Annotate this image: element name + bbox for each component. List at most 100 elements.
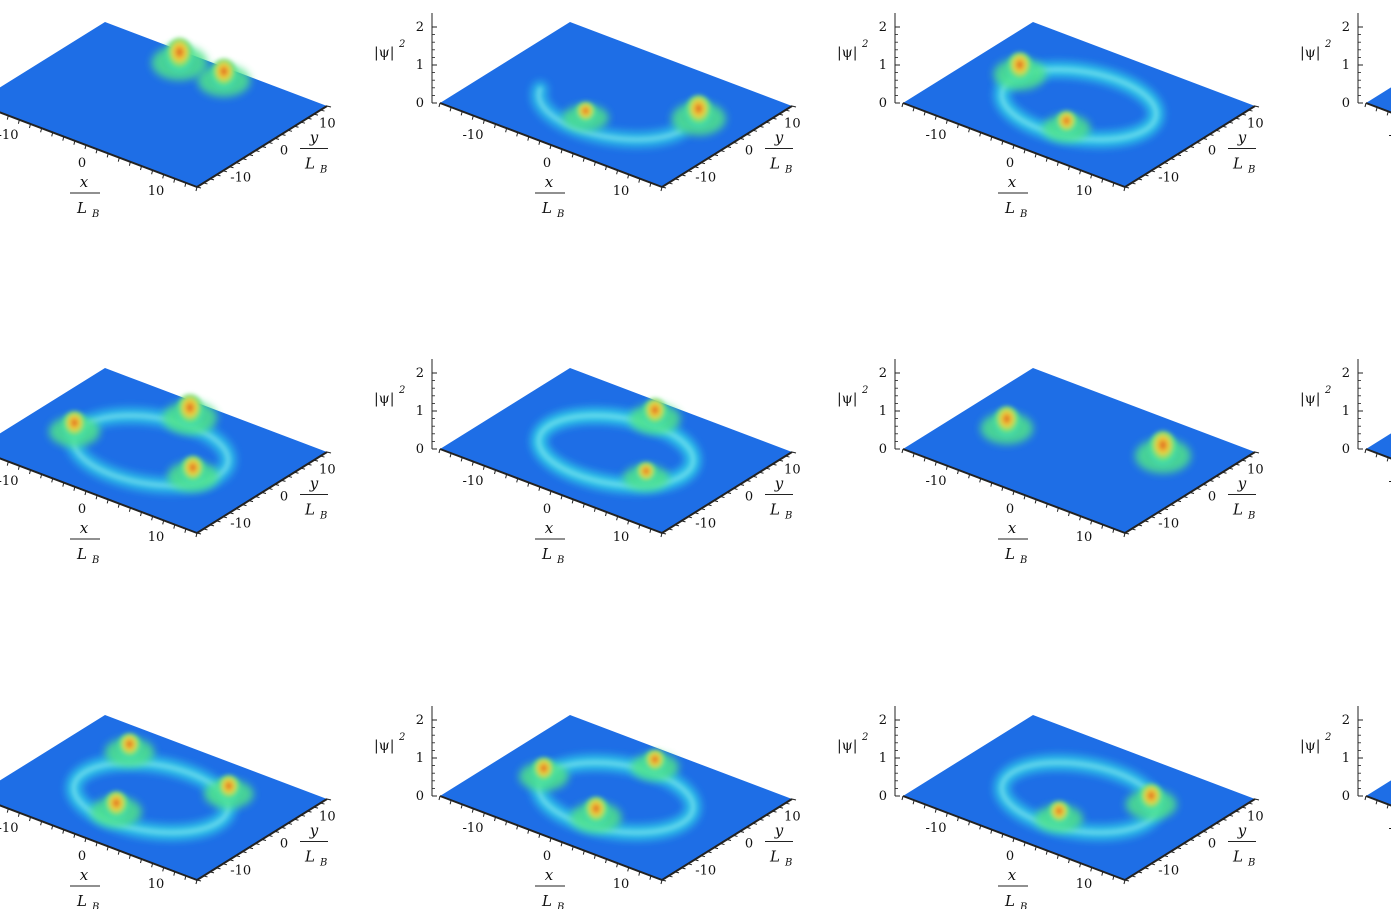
x-minor-tick (438, 795, 441, 801)
x-tick-label: 0 (543, 849, 551, 864)
y-minor-tick (294, 125, 299, 128)
x-minor-tick (957, 123, 959, 129)
y-minor-tick (209, 178, 215, 181)
y-minor-tick (785, 109, 790, 112)
y-minor-tick (746, 133, 751, 136)
z-tick-label: 1 (879, 404, 887, 419)
density-peak (635, 461, 657, 485)
x-minor-tick (1023, 495, 1026, 500)
x-minor-tick (1101, 871, 1104, 876)
y-minor-tick (1202, 483, 1208, 486)
x-minor-tick (1364, 448, 1367, 454)
x-tick-label: -10 (1389, 821, 1391, 836)
x-axis-denominator: L (541, 892, 552, 909)
density-peak (217, 775, 241, 803)
y-minor-tick (700, 508, 706, 511)
x-minor-tick (51, 825, 54, 830)
y-axis-denominator-sub: B (784, 511, 792, 522)
x-minor-tick (1079, 170, 1082, 175)
z-tick-label: 0 (879, 96, 887, 111)
x-minor-tick (934, 115, 937, 120)
x-minor-tick (184, 528, 187, 533)
y-minor-tick (1209, 479, 1214, 482)
x-minor-tick (649, 182, 652, 187)
x-minor-tick (660, 879, 663, 885)
x-minor-tick (527, 482, 530, 487)
y-minor-tick (1131, 875, 1136, 878)
y-minor-tick (1183, 496, 1188, 499)
x-axis-denominator: L (1004, 545, 1015, 563)
y-minor-tick (222, 170, 228, 173)
x-minor-tick (979, 478, 982, 483)
x-minor-tick (571, 846, 574, 851)
density-peak (575, 101, 597, 125)
y-minor-tick (668, 182, 673, 185)
x-axis-denominator: L (76, 199, 87, 217)
x-minor-tick (40, 128, 43, 133)
x-minor-tick (51, 132, 54, 137)
y-minor-tick (287, 129, 293, 132)
y-minor-tick (1150, 516, 1156, 519)
y-minor-tick (222, 863, 228, 866)
x-tick-label: -10 (0, 821, 18, 836)
x-minor-tick (923, 457, 926, 462)
x-minor-tick (151, 516, 154, 521)
z-axis-label: |ψ| (374, 391, 394, 407)
y-minor-tick (222, 516, 228, 519)
x-minor-tick (627, 867, 630, 872)
x-minor-tick (582, 503, 585, 508)
x-minor-tick (1123, 879, 1126, 885)
y-minor-tick (713, 154, 719, 157)
x-axis-denominator: L (541, 545, 552, 563)
z-axis-label: |ψ| (374, 738, 394, 754)
y-minor-tick (216, 520, 221, 523)
x-minor-tick (979, 132, 982, 137)
x-minor-tick (638, 178, 641, 183)
x-axis-label: x (1008, 866, 1017, 884)
x-minor-tick (957, 469, 959, 475)
x-minor-tick (660, 186, 663, 192)
x-minor-tick (945, 812, 948, 817)
y-minor-tick (681, 867, 686, 870)
y-minor-tick (1228, 121, 1234, 124)
y-tick-label: 0 (1208, 837, 1216, 852)
y-tick-label: 10 (784, 117, 801, 132)
z-tick-label: 1 (879, 751, 887, 766)
x-minor-tick (17, 812, 20, 817)
x-minor-tick (1045, 157, 1048, 162)
x-minor-tick (128, 854, 131, 859)
x-minor-tick (1001, 833, 1004, 838)
x-minor-tick (494, 816, 496, 822)
y-minor-tick (1215, 822, 1221, 825)
x-minor-tick (582, 157, 585, 162)
x-minor-tick (1101, 178, 1104, 183)
y-minor-tick (752, 475, 758, 478)
y-axis-label: y (774, 822, 784, 840)
y-axis-label: y (309, 822, 319, 840)
z-tick-label: 1 (416, 404, 424, 419)
x-minor-tick (195, 186, 198, 192)
x-minor-tick (73, 486, 76, 491)
x-minor-tick (173, 524, 176, 529)
x-minor-tick (95, 842, 98, 847)
y-minor-tick (687, 170, 693, 173)
y-minor-tick (1163, 162, 1169, 165)
x-minor-tick (901, 102, 904, 108)
y-minor-tick (242, 158, 247, 161)
x-minor-tick (140, 165, 142, 171)
y-minor-tick (1196, 834, 1201, 837)
surface-base-plane (1366, 780, 1391, 806)
x-minor-tick (195, 879, 198, 885)
y-minor-tick (1150, 170, 1156, 173)
x-minor-tick (184, 875, 187, 880)
x-minor-tick (73, 140, 76, 145)
y-minor-tick (1163, 855, 1169, 858)
y-minor-tick (313, 113, 319, 116)
x-minor-tick (1068, 511, 1070, 517)
y-minor-tick (759, 818, 764, 821)
